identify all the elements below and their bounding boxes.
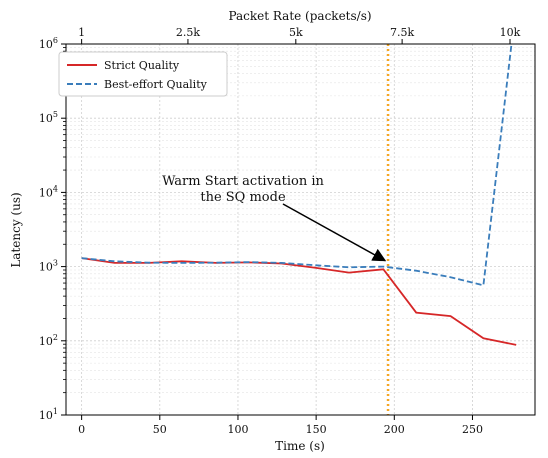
y-tick-label: 103	[39, 259, 58, 274]
top-tick-label: 1	[78, 26, 85, 39]
top-tick-label: 2.5k	[176, 26, 200, 39]
annotation-line-2: the SQ mode	[200, 190, 286, 205]
grid	[66, 44, 535, 416]
legend-label-strict: Strict Quality	[104, 59, 180, 72]
series-line-strict-quality	[81, 257, 517, 346]
legend-box	[58, 51, 228, 97]
annotation: Warm Start activation in the SQ mode	[162, 174, 387, 262]
top-axis-title: Packet Rate (packets/s)	[228, 9, 371, 23]
y-tick-label: 101	[39, 407, 58, 422]
tick-layer: 0 50 100 150 200 250 1 2.5k 5k 7.5k 10k 101 102 103 10…	[39, 26, 521, 436]
x-tick-label: 0	[78, 423, 85, 436]
top-tick-label: 10k	[500, 26, 521, 39]
y-axis-title: Latency (us)	[9, 192, 23, 267]
plot-border	[65, 43, 536, 416]
annotation-arrow	[282, 203, 387, 262]
x-axis-title: Time (s)	[275, 439, 325, 453]
y-tick-label: 104	[39, 184, 58, 199]
y-tick-label: 102	[39, 333, 58, 348]
plot-frame	[65, 43, 536, 416]
x-tick-label: 50	[153, 423, 167, 436]
y-tick-label: 106	[39, 36, 58, 51]
x-tick-label: 100	[227, 423, 248, 436]
series-line-best-effort-quality	[81, 43, 513, 287]
x-tick-label: 200	[384, 423, 405, 436]
top-tick-label: 5k	[289, 26, 303, 39]
legend: Strict Quality Best-effort Quality	[58, 51, 228, 97]
x-tick-label: 250	[462, 423, 483, 436]
legend-label-best-effort: Best-effort Quality	[104, 78, 208, 91]
x-tick-label: 150	[306, 423, 327, 436]
top-tick-label: 7.5k	[390, 26, 414, 39]
annotation-line-1: Warm Start activation in	[162, 174, 324, 189]
y-tick-label: 105	[39, 110, 58, 125]
series-layer	[81, 43, 517, 346]
